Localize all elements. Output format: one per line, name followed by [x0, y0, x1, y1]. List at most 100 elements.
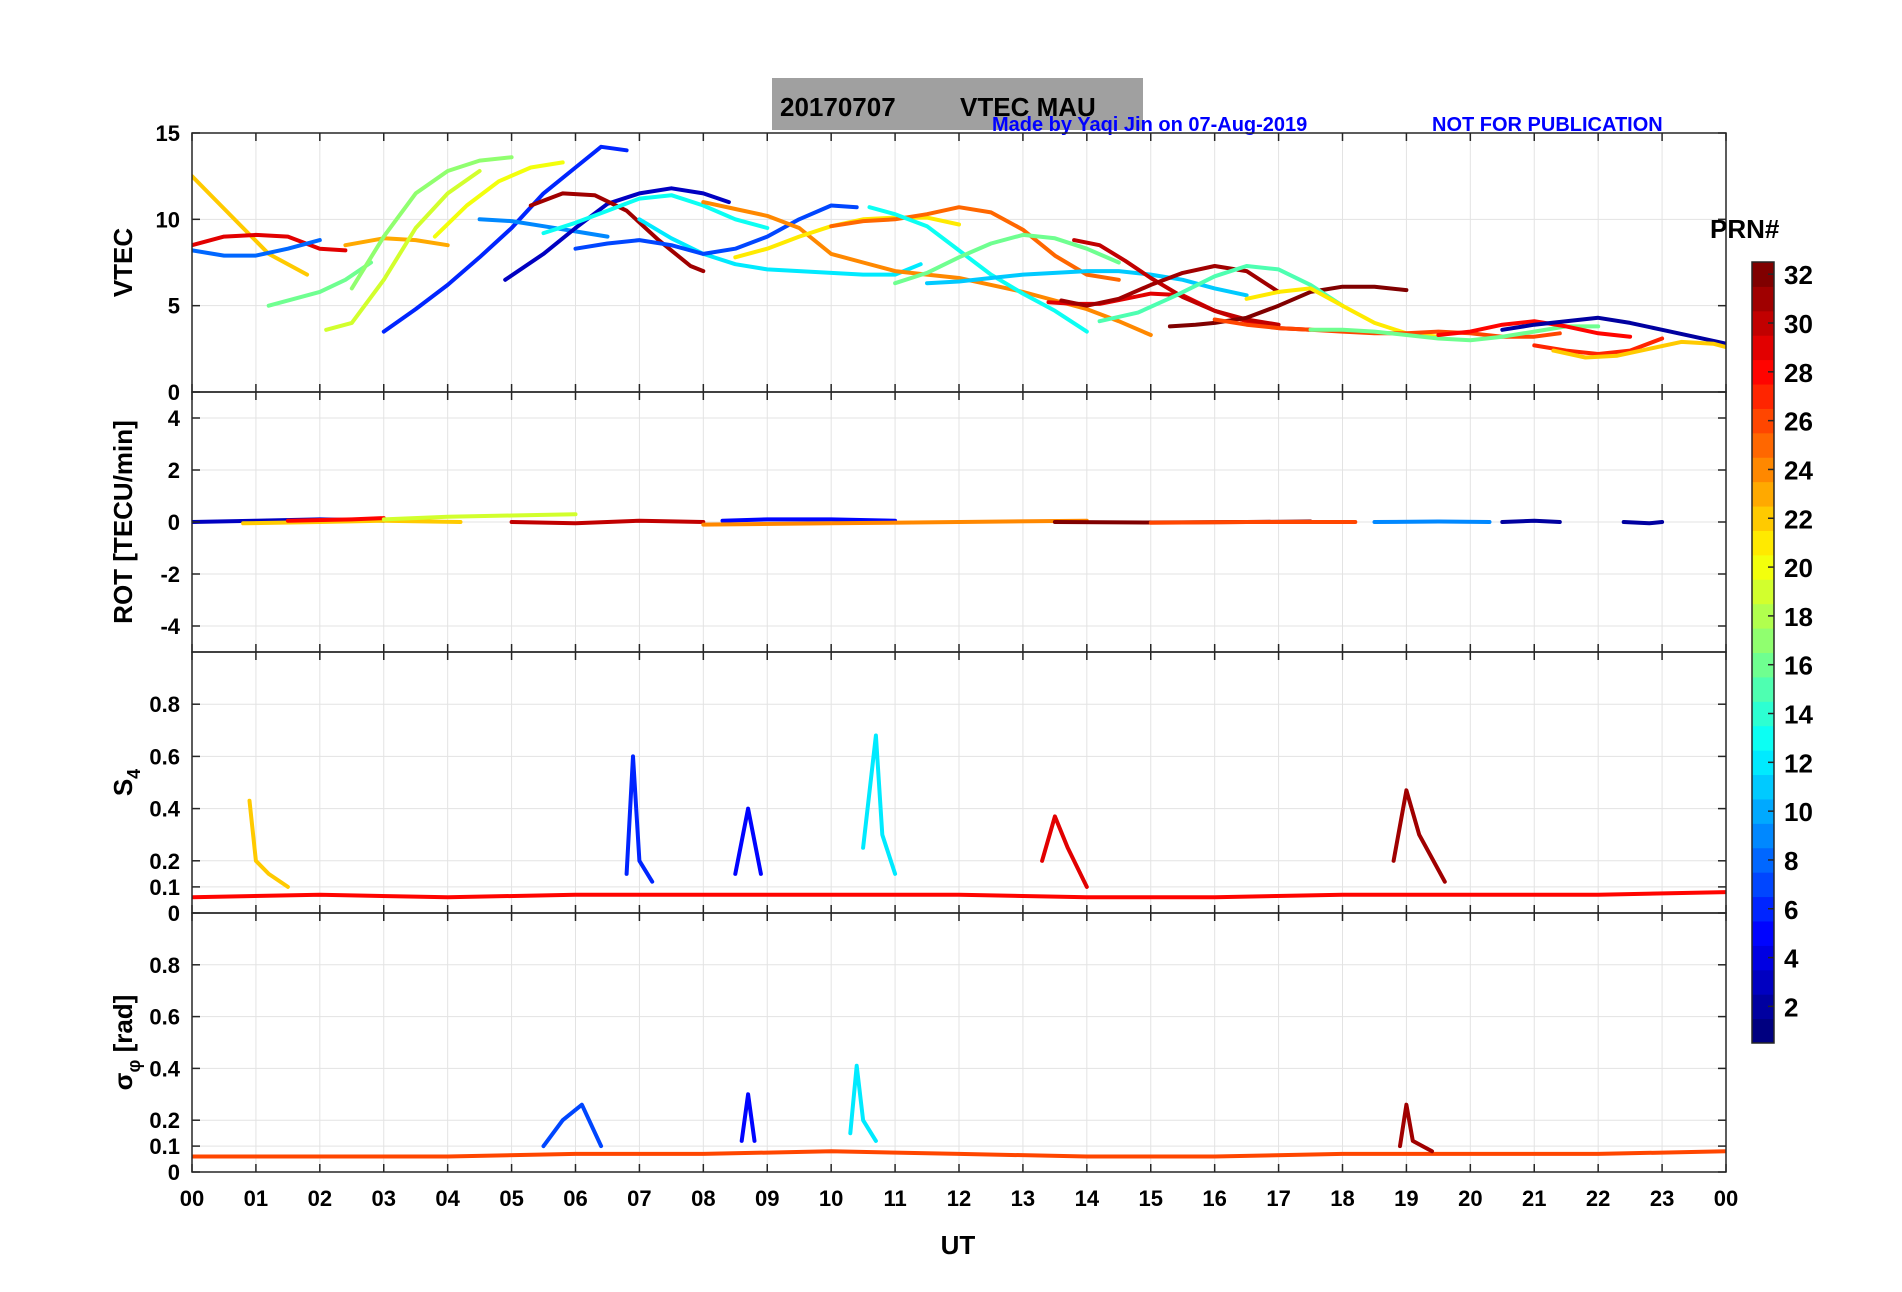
colorbar-tick-label: 30: [1784, 309, 1813, 339]
colorbar-tick-label: 24: [1784, 455, 1813, 485]
y-tick-label: -4: [160, 614, 180, 639]
colorbar-cell: [1752, 774, 1774, 800]
colorbar-cell: [1752, 262, 1774, 287]
y-tick-label: 4: [168, 406, 181, 431]
y-tick-label: 0: [168, 1160, 180, 1185]
colorbar-cell: [1752, 310, 1774, 336]
series-line-prn-32: [1167, 284, 1409, 329]
colorbar-cell: [1752, 335, 1774, 361]
x-tick-label: 06: [563, 1186, 587, 1211]
colorbar-tick-label: 26: [1784, 407, 1813, 437]
colorbar-tick-label: 14: [1784, 700, 1813, 730]
x-tick-label: 10: [819, 1186, 843, 1211]
colorbar-cell: [1752, 994, 1774, 1020]
colorbar-cell: [1752, 408, 1774, 434]
series-group: [192, 512, 1665, 527]
colorbar-cell: [1752, 896, 1774, 922]
x-tick-label: 21: [1522, 1186, 1546, 1211]
colorbar-cell: [1752, 457, 1774, 483]
x-tick-label: 22: [1586, 1186, 1610, 1211]
series-line-prn-20: [432, 160, 565, 239]
x-tick-label: 18: [1330, 1186, 1354, 1211]
colorbar-cell: [1752, 432, 1774, 458]
x-tick-label: 20: [1458, 1186, 1482, 1211]
series-line-prn-26: [1148, 520, 1358, 525]
series-line-prn-5: [720, 517, 898, 523]
x-tick-label: 05: [499, 1186, 523, 1211]
series-line-prn-30: [1072, 238, 1281, 327]
colorbar-cell: [1752, 603, 1774, 629]
x-tick-labels: 00 01 02 03 04 05 06 07 08 09 10 11 12 13 14 15 16 17 18 19…: [180, 1186, 1738, 1211]
colorbar-tick-label: 10: [1784, 797, 1813, 827]
series-line-prn-16: [266, 260, 373, 308]
series-line-prn-23: [343, 236, 450, 248]
series-line-prn-2: [1621, 520, 1665, 526]
x-axis-label: UT: [941, 1230, 976, 1260]
title-label: VTEC MAU: [960, 92, 1096, 122]
y-tick-label: 0.2: [149, 1108, 180, 1133]
x-tick-label: 16: [1202, 1186, 1226, 1211]
x-tick-label: 01: [244, 1186, 268, 1211]
y-axis-label: VTEC: [108, 228, 138, 298]
series-line-prn-12: [848, 1063, 878, 1143]
colorbar-cell: [1752, 286, 1774, 312]
colorbar-cell: [1752, 506, 1774, 531]
x-tick-label: 14: [1075, 1186, 1100, 1211]
colorbar-tick-label: 22: [1784, 504, 1813, 534]
colorbar-cell: [1752, 676, 1774, 702]
series-line-prn-11: [925, 269, 1249, 298]
x-tick-label: 17: [1266, 1186, 1290, 1211]
colorbar-cell: [1752, 920, 1774, 946]
series-line-prn-28: [1436, 319, 1633, 339]
y-tick-label: 15: [156, 121, 180, 146]
panel-rot: -4 -2 0 2 4 ROT [TECU/min]: [108, 391, 1727, 653]
x-tick-label: 04: [435, 1186, 460, 1211]
y-tick-label: -2: [160, 562, 180, 587]
notice-text: NOT FOR PUBLICATION: [1432, 114, 1663, 136]
x-tick-label: 08: [691, 1186, 715, 1211]
series-line-prn-7: [541, 1102, 604, 1149]
x-tick-label: 02: [308, 1186, 332, 1211]
series-line-prn-6: [624, 754, 655, 884]
series-line-prn-29: [1040, 814, 1089, 889]
colorbar-tick-label: 18: [1784, 602, 1813, 632]
colorbar-cell: [1752, 481, 1774, 507]
series-line-prn-16: [893, 232, 1121, 286]
series-line-prn-13: [541, 193, 770, 236]
series-line-prn-26: [192, 1149, 1726, 1159]
series-line-prn-2: [1500, 315, 1726, 346]
y-axis-label: σφ [rad]: [108, 995, 144, 1091]
series-line-prn-31: [1398, 1102, 1434, 1154]
colorbar-tick-label: 2: [1784, 992, 1798, 1022]
series-line-prn-22: [1551, 339, 1726, 360]
y-tick-label: 10: [156, 207, 180, 232]
series-line-prn-24: [701, 518, 1089, 527]
y-tick-label: 0.8: [149, 953, 180, 978]
panel-s4: 00.10.2 0.4 0.6 0.8 S4: [108, 651, 1727, 926]
series-line-prn-8: [192, 238, 322, 258]
colorbar-cell: [1752, 652, 1774, 678]
colorbar-cell: [1752, 847, 1774, 873]
colorbar-cell: [1752, 554, 1774, 580]
series-line-prn-30: [509, 518, 706, 526]
x-tick-label: 11: [883, 1186, 906, 1211]
series-line-prn-5: [733, 806, 763, 876]
y-tick-label: 0.1: [149, 1134, 180, 1159]
series-line-prn-31: [528, 191, 706, 274]
series-line-prn-27: [1532, 336, 1665, 356]
series-line-prn-6: [381, 144, 629, 334]
colorbar-cell: [1752, 798, 1774, 824]
y-axis-label: S4: [108, 769, 144, 796]
x-tick-label: 07: [627, 1186, 651, 1211]
series-line-prn-16: [1308, 324, 1601, 343]
series-line-prn-17: [349, 155, 514, 291]
y-tick-label: 0.1: [149, 875, 180, 900]
series-line-prn-13: [867, 205, 1089, 334]
panel-sigma_phi: 00.10.2 0.4 0.6 0.8σφ [rad]: [108, 912, 1727, 1185]
y-tick-label: 0.6: [149, 744, 180, 769]
y-tick-label: 0.4: [149, 1056, 180, 1081]
credit-text: Made by Yaqi Jin on 07-Aug-2019: [992, 114, 1307, 136]
x-tick-label: 19: [1394, 1186, 1418, 1211]
